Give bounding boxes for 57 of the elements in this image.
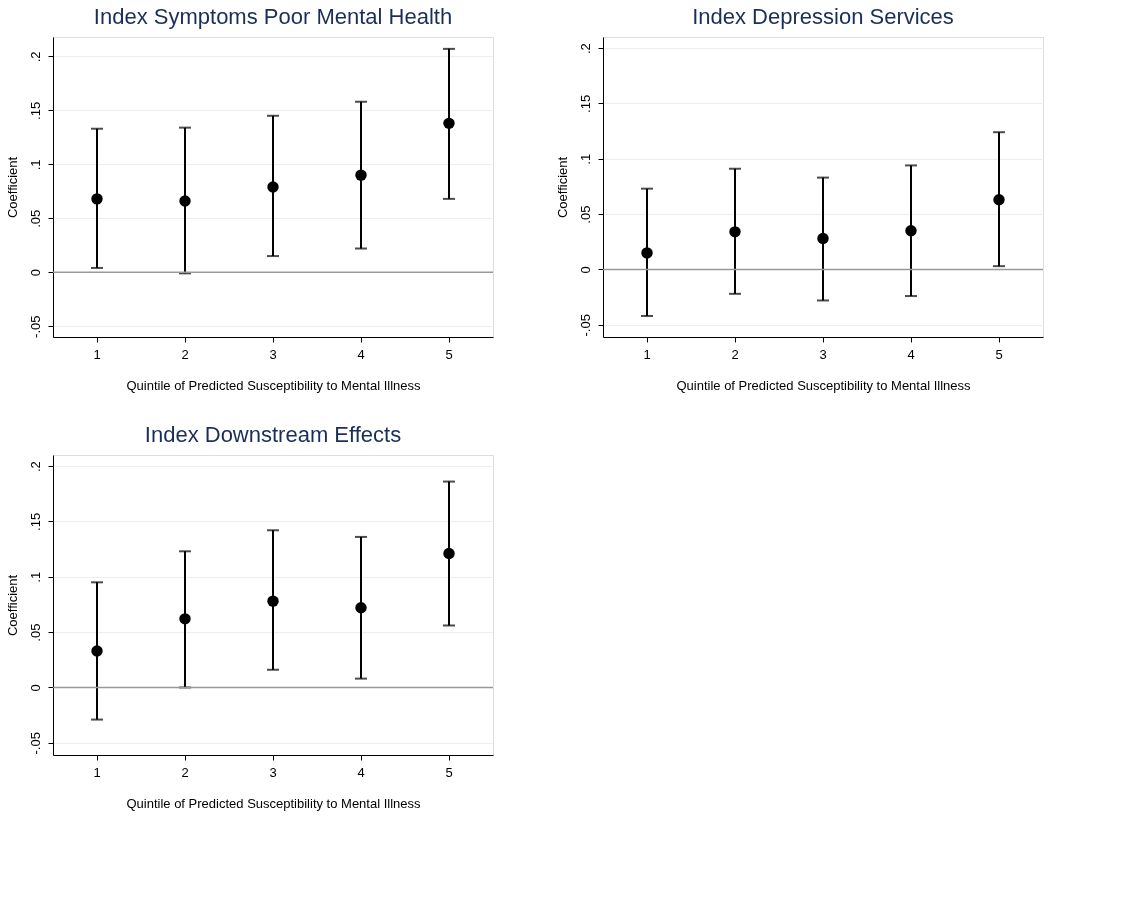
x-axis-title: Quintile of Predicted Susceptibility to Mental Illness (676, 377, 972, 393)
y-tick-label: .1 (27, 159, 43, 171)
y-tick-label: .2 (577, 43, 593, 54)
x-tick-label: 4 (357, 764, 365, 780)
point (729, 226, 741, 238)
y-tick-label: .2 (27, 51, 43, 63)
x-tick-label: 1 (93, 346, 101, 362)
x-tick-label: 1 (643, 346, 651, 362)
y-tick-label: .1 (27, 571, 43, 583)
point (91, 645, 103, 657)
x-tick-label: 4 (357, 346, 365, 362)
point (443, 117, 455, 130)
y-tick-label: 0 (27, 269, 43, 277)
point (267, 181, 279, 193)
y-tick-label: .05 (577, 205, 593, 224)
y-tick-label: -.05 (577, 314, 593, 337)
y-axis-title: Coefficient (4, 574, 20, 637)
point (355, 169, 367, 181)
x-tick-label: 2 (181, 346, 189, 362)
chart-title: Index Depression Services (692, 4, 954, 29)
point (905, 225, 917, 237)
x-tick-label: 5 (445, 346, 453, 362)
x-tick-label: 5 (445, 764, 453, 780)
point (179, 195, 191, 207)
point (355, 602, 367, 614)
x-tick-label: 3 (269, 346, 277, 362)
y-axis-title: Coefficient (4, 156, 20, 219)
x-tick-label: 3 (269, 764, 277, 780)
y-tick-label: .2 (27, 461, 43, 472)
x-tick-label: 2 (731, 346, 739, 362)
y-tick-label: -.05 (27, 732, 43, 755)
y-tick-label: 0 (577, 266, 593, 274)
point (443, 547, 455, 560)
y-tick-label: .15 (27, 512, 43, 531)
x-axis-title: Quintile of Predicted Susceptibility to Mental Illness (126, 795, 422, 811)
y-tick-label: -.05 (27, 315, 43, 338)
point (267, 595, 279, 607)
y-tick-label: .15 (577, 94, 593, 113)
point (641, 247, 653, 259)
x-tick-label: 4 (907, 346, 915, 362)
x-tick-label: 3 (819, 346, 827, 362)
y-tick-label: .15 (27, 101, 43, 120)
chart-title: Index Downstream Effects (144, 422, 402, 447)
point (993, 194, 1005, 206)
x-tick-label: 5 (995, 346, 1003, 362)
chart-title: Index Symptoms Poor Mental Health (93, 4, 453, 29)
point (179, 613, 191, 625)
y-tick-label: .1 (577, 153, 593, 165)
point (91, 193, 103, 205)
y-tick-label: .05 (27, 209, 43, 228)
y-tick-label: .05 (27, 623, 43, 642)
x-tick-label: 1 (93, 764, 101, 780)
y-tick-label: 0 (27, 684, 43, 692)
x-tick-label: 2 (181, 764, 189, 780)
point (817, 232, 829, 245)
x-axis-title: Quintile of Predicted Susceptibility to Mental Illness (126, 377, 422, 393)
y-axis-title: Coefficient (554, 156, 570, 219)
